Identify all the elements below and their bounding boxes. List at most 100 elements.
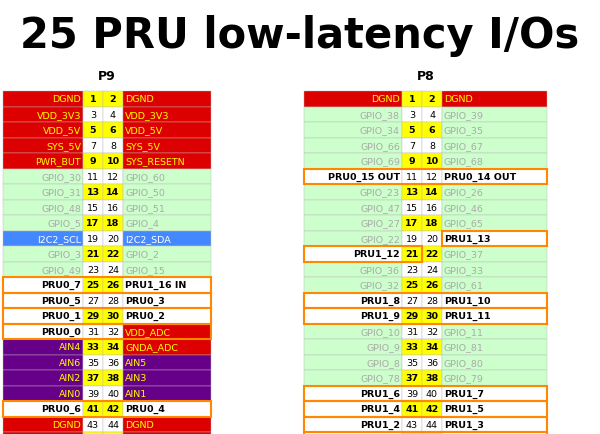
Text: 34: 34 bbox=[425, 342, 439, 352]
Bar bbox=[304, 308, 402, 324]
Text: PRU1_6: PRU1_6 bbox=[360, 389, 400, 398]
Text: GPIO_33: GPIO_33 bbox=[444, 265, 484, 274]
Bar bbox=[103, 293, 123, 308]
Text: PRU1_2: PRU1_2 bbox=[360, 420, 400, 429]
Bar bbox=[83, 247, 103, 262]
Text: 14: 14 bbox=[425, 188, 439, 197]
Bar bbox=[442, 262, 547, 277]
Bar bbox=[83, 432, 103, 434]
Bar bbox=[422, 277, 442, 293]
Text: GPIO_9: GPIO_9 bbox=[366, 342, 400, 352]
Text: 2: 2 bbox=[110, 95, 116, 104]
Bar bbox=[422, 154, 442, 169]
Text: 9: 9 bbox=[89, 157, 97, 166]
Bar bbox=[422, 262, 442, 277]
Text: 6: 6 bbox=[428, 126, 436, 135]
Text: PRU0_0: PRU0_0 bbox=[41, 327, 81, 336]
Text: PRU1_4: PRU1_4 bbox=[360, 404, 400, 413]
Text: 41: 41 bbox=[86, 404, 100, 413]
Bar bbox=[3, 370, 83, 386]
Bar bbox=[442, 386, 547, 401]
Text: 17: 17 bbox=[406, 219, 419, 228]
Bar bbox=[402, 262, 422, 277]
Text: P9: P9 bbox=[98, 70, 116, 83]
Bar bbox=[402, 200, 422, 216]
Text: 44: 44 bbox=[426, 420, 438, 429]
Bar bbox=[422, 247, 442, 262]
Text: GPIO_30: GPIO_30 bbox=[41, 172, 81, 181]
Text: AIN5: AIN5 bbox=[125, 358, 147, 367]
Text: GPIO_26: GPIO_26 bbox=[444, 188, 484, 197]
Text: 36: 36 bbox=[426, 358, 438, 367]
Text: 43: 43 bbox=[87, 420, 99, 429]
Bar bbox=[103, 339, 123, 355]
Bar bbox=[103, 216, 123, 231]
Bar bbox=[304, 184, 402, 200]
Bar bbox=[103, 417, 123, 432]
Text: GPIO_35: GPIO_35 bbox=[444, 126, 484, 135]
Text: 20: 20 bbox=[107, 234, 119, 243]
Bar bbox=[422, 184, 442, 200]
Text: GPIO_67: GPIO_67 bbox=[444, 141, 484, 151]
Text: 44: 44 bbox=[107, 420, 119, 429]
Text: PRU0_6: PRU0_6 bbox=[41, 404, 81, 413]
Text: GPIO_61: GPIO_61 bbox=[444, 281, 484, 289]
Text: 16: 16 bbox=[426, 203, 438, 212]
Bar bbox=[304, 262, 402, 277]
Bar bbox=[3, 339, 83, 355]
Bar bbox=[103, 231, 123, 247]
Bar bbox=[402, 138, 422, 154]
Bar bbox=[304, 386, 547, 401]
Text: 16: 16 bbox=[107, 203, 119, 212]
Text: 21: 21 bbox=[406, 250, 419, 259]
Text: 4: 4 bbox=[429, 111, 435, 119]
Bar bbox=[83, 138, 103, 154]
Text: 7: 7 bbox=[409, 141, 415, 151]
Bar bbox=[304, 432, 402, 434]
Bar bbox=[442, 184, 547, 200]
Text: PRU1_16 IN: PRU1_16 IN bbox=[125, 280, 187, 289]
Bar bbox=[304, 123, 402, 138]
Bar bbox=[123, 216, 211, 231]
Bar bbox=[442, 123, 547, 138]
Bar bbox=[422, 216, 442, 231]
Bar bbox=[422, 401, 442, 417]
Text: 39: 39 bbox=[87, 389, 99, 398]
Text: 33: 33 bbox=[86, 342, 100, 352]
Text: 30: 30 bbox=[425, 312, 439, 321]
Bar bbox=[83, 355, 103, 370]
Bar bbox=[402, 184, 422, 200]
Text: AIN0: AIN0 bbox=[59, 389, 81, 398]
Text: GPIO_5: GPIO_5 bbox=[47, 219, 81, 228]
Text: 24: 24 bbox=[107, 265, 119, 274]
Bar bbox=[422, 200, 442, 216]
Text: AIN1: AIN1 bbox=[125, 389, 147, 398]
Text: DGND: DGND bbox=[125, 420, 154, 429]
Bar bbox=[304, 247, 402, 262]
Bar bbox=[402, 154, 422, 169]
Bar bbox=[442, 247, 547, 262]
Bar bbox=[123, 386, 211, 401]
Text: 33: 33 bbox=[406, 342, 419, 352]
Bar bbox=[442, 417, 547, 432]
Bar bbox=[304, 324, 402, 339]
Text: GPIO_69: GPIO_69 bbox=[360, 157, 400, 166]
Bar bbox=[442, 293, 547, 308]
Text: 5: 5 bbox=[409, 126, 415, 135]
Bar bbox=[442, 92, 547, 107]
Bar bbox=[103, 169, 123, 184]
Bar bbox=[3, 138, 83, 154]
Text: PRU0_2: PRU0_2 bbox=[125, 312, 165, 321]
Text: 10: 10 bbox=[425, 157, 439, 166]
Bar bbox=[422, 386, 442, 401]
Text: GPIO_37: GPIO_37 bbox=[444, 250, 484, 259]
Bar bbox=[83, 324, 103, 339]
Bar bbox=[442, 169, 547, 184]
Bar bbox=[123, 123, 211, 138]
Text: GPIO_68: GPIO_68 bbox=[444, 157, 484, 166]
Text: PRU1_11: PRU1_11 bbox=[444, 312, 491, 321]
Text: SYS_5V: SYS_5V bbox=[125, 141, 160, 151]
Bar bbox=[103, 355, 123, 370]
Text: 12: 12 bbox=[426, 172, 438, 181]
Text: 36: 36 bbox=[107, 358, 119, 367]
